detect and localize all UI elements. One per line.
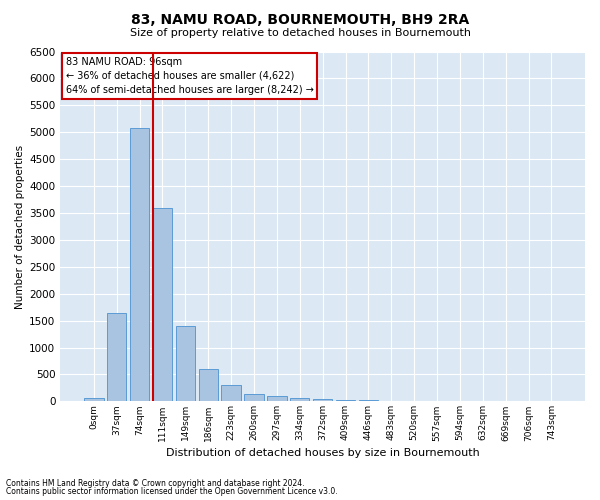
X-axis label: Distribution of detached houses by size in Bournemouth: Distribution of detached houses by size … xyxy=(166,448,479,458)
Bar xyxy=(404,401,424,402)
Bar xyxy=(336,400,355,402)
Bar xyxy=(359,400,378,402)
Bar xyxy=(267,396,287,402)
Y-axis label: Number of detached properties: Number of detached properties xyxy=(15,144,25,308)
Bar xyxy=(199,368,218,402)
Bar xyxy=(221,386,241,402)
Bar xyxy=(290,398,310,402)
Text: 83 NAMU ROAD: 96sqm
← 36% of detached houses are smaller (4,622)
64% of semi-det: 83 NAMU ROAD: 96sqm ← 36% of detached ho… xyxy=(65,56,313,94)
Bar xyxy=(313,399,332,402)
Text: 83, NAMU ROAD, BOURNEMOUTH, BH9 2RA: 83, NAMU ROAD, BOURNEMOUTH, BH9 2RA xyxy=(131,12,469,26)
Text: Contains HM Land Registry data © Crown copyright and database right 2024.: Contains HM Land Registry data © Crown c… xyxy=(6,478,305,488)
Bar xyxy=(244,394,264,402)
Bar xyxy=(382,400,401,402)
Bar xyxy=(130,128,149,402)
Bar xyxy=(84,398,104,402)
Text: Size of property relative to detached houses in Bournemouth: Size of property relative to detached ho… xyxy=(130,28,470,38)
Bar xyxy=(107,313,127,402)
Bar xyxy=(153,208,172,402)
Text: Contains public sector information licensed under the Open Government Licence v3: Contains public sector information licen… xyxy=(6,487,338,496)
Bar xyxy=(176,326,195,402)
